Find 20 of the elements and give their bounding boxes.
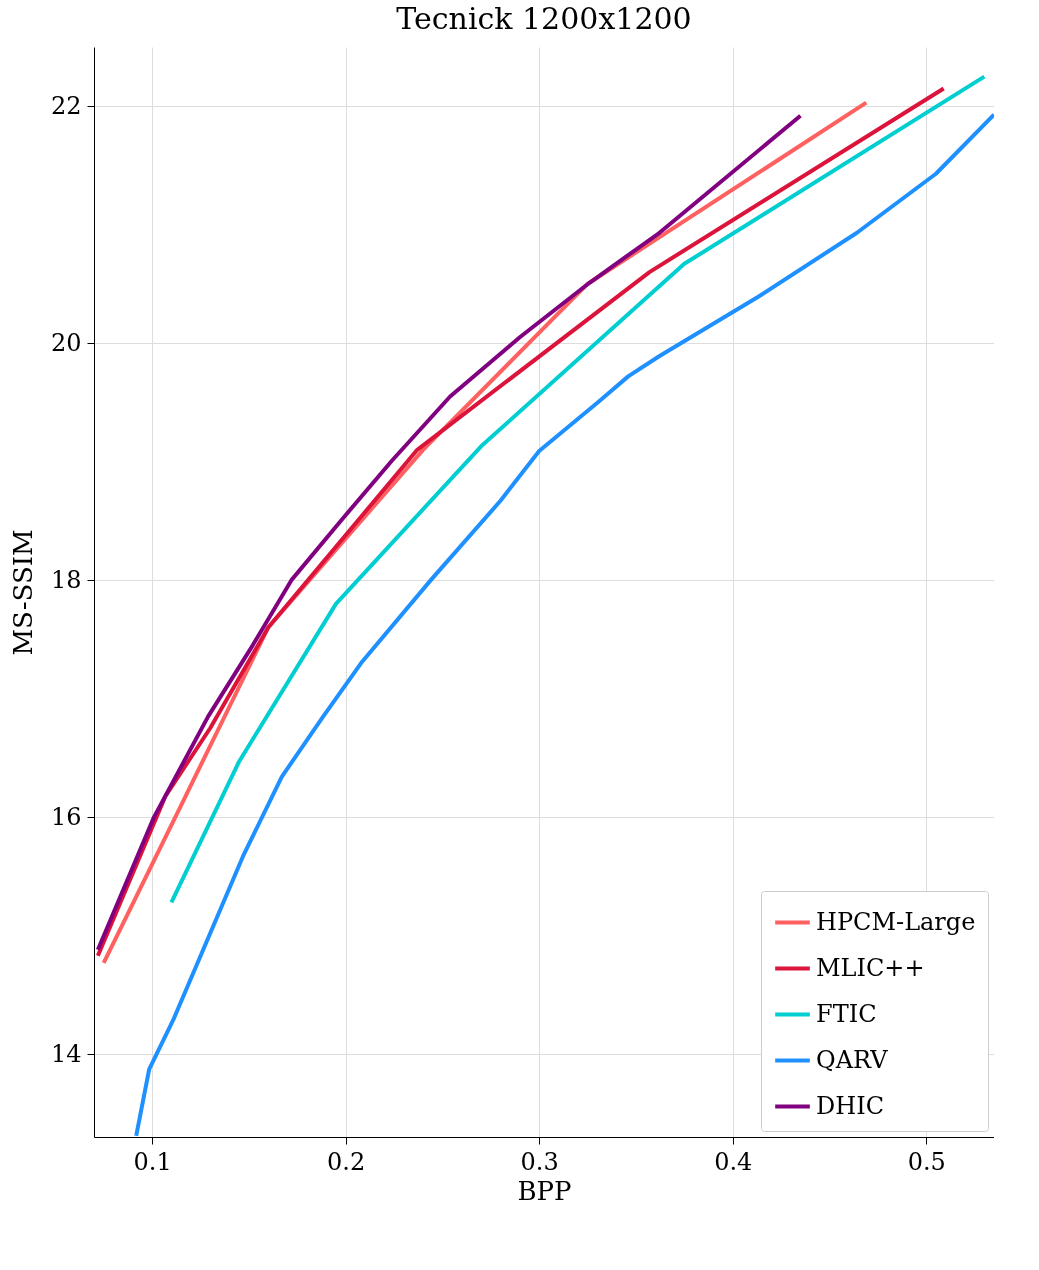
legend-label: FTIC [816, 999, 877, 1028]
y-tick-label: 18 [50, 565, 82, 594]
y-tick-label: 14 [50, 1039, 82, 1068]
chart-title: Tecnick 1200x1200 [396, 1, 692, 36]
x-tick-label: 0.5 [907, 1147, 946, 1176]
x-tick-label: 0.3 [520, 1147, 559, 1176]
legend-label: MLIC++ [816, 953, 925, 982]
y-tick-label: 22 [50, 91, 82, 120]
y-tick-label: 16 [50, 802, 82, 831]
x-axis-title: BPP [517, 1175, 572, 1206]
x-tick-label: 0.1 [133, 1147, 172, 1176]
x-tick-label: 0.2 [327, 1147, 366, 1176]
line-series [169, 74, 987, 905]
y-tick-label: 20 [50, 328, 82, 357]
x-tick-label: 0.4 [714, 1147, 753, 1176]
legend-label: QARV [816, 1045, 889, 1074]
y-axis-title: MS-SSIM [7, 529, 38, 656]
line-series [134, 112, 994, 1137]
legend-label: HPCM-Large [816, 907, 976, 936]
legend-label: DHIC [816, 1091, 885, 1120]
